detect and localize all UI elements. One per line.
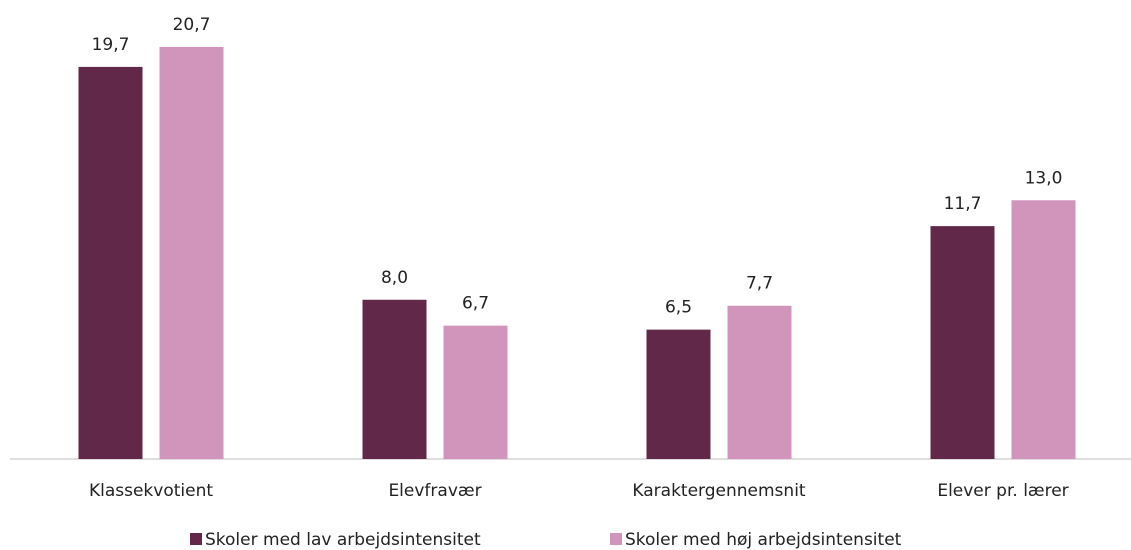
bar [1011, 200, 1076, 459]
bar [727, 305, 792, 459]
data-label: 19,7 [92, 35, 130, 55]
bar [78, 66, 143, 459]
data-label: 11,7 [944, 194, 982, 214]
data-label: 6,5 [665, 298, 692, 318]
data-label: 7,7 [746, 274, 773, 294]
x-tick-label: Klassekvotient [89, 481, 213, 501]
bar [159, 47, 224, 459]
bar [646, 329, 711, 459]
legend-swatch [610, 533, 622, 545]
x-tick-label: Elevfravær [388, 481, 481, 501]
bar [930, 226, 995, 459]
x-tick-label: Karaktergennemsnit [632, 481, 806, 501]
data-label: 13,0 [1025, 168, 1063, 188]
legend-label: Skoler med lav arbejdsintensitet [205, 530, 481, 550]
bar [362, 299, 427, 459]
legend-swatch [190, 533, 202, 545]
x-tick-label: Elever pr. lærer [937, 481, 1068, 501]
data-label: 6,7 [462, 294, 489, 314]
data-label: 8,0 [381, 268, 408, 288]
data-label: 20,7 [173, 15, 211, 35]
legend-label: Skoler med høj arbejdsintensitet [625, 530, 902, 550]
bar [443, 325, 508, 459]
